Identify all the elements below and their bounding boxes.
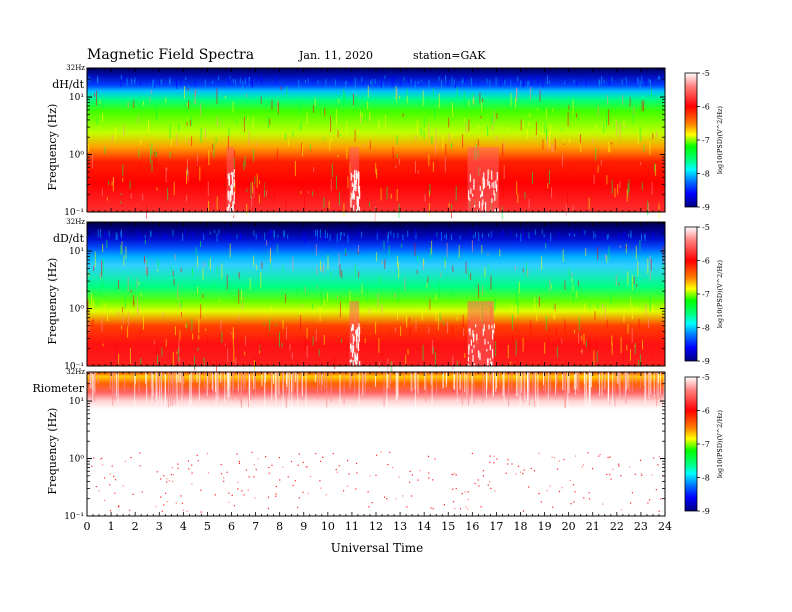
colorbar-tick-label: -7 — [702, 290, 710, 299]
y-tick-label: 10¹ — [69, 93, 84, 103]
y-tick-label: 10⁻¹ — [64, 512, 84, 522]
x-tick-label: 9 — [300, 520, 307, 533]
x-tick-label: 3 — [156, 520, 163, 533]
x-tick-label: 6 — [228, 520, 235, 533]
colorbar-tick-label: -7 — [702, 440, 710, 449]
x-tick-label: 17 — [489, 520, 503, 533]
spectrogram-texture-2 — [89, 372, 665, 513]
x-tick-label: 16 — [465, 520, 479, 533]
colorbar-tick-label: -6 — [702, 103, 710, 112]
panel-label: Riometer — [32, 382, 84, 395]
colorbar-tick-label: -9 — [702, 507, 710, 516]
y-tick-label: 10⁰ — [69, 455, 84, 465]
panel-1: 32Hz dD/dt 10¹ 10⁰ 10⁻¹ Frequency (Hz) -5 -6 -7 -… — [46, 218, 724, 376]
x-tick-label: 12 — [369, 520, 383, 533]
panel-top-freq-label: 32Hz — [66, 218, 85, 226]
y-tick-label: 10¹ — [69, 397, 84, 407]
x-tick-label: 13 — [393, 520, 407, 533]
spectrogram-panels: 32Hz dH/dt 10¹ 10⁰ 10⁻¹ Frequency (Hz) -5 -6 -7 -… — [32, 64, 724, 522]
colorbar-tick-label: -5 — [702, 223, 710, 232]
colorbar-tick-label: -9 — [702, 203, 710, 212]
colorbar-label: log10(PSD)(V^2/Hz) — [716, 105, 724, 174]
colorbar-1 — [684, 226, 698, 362]
x-tick-label: 18 — [514, 520, 528, 533]
panel-top-freq-label: 32Hz — [66, 64, 85, 72]
panel-label: dD/dt — [53, 232, 85, 245]
y-axis-label: Frequency (Hz) — [46, 104, 59, 191]
x-tick-label: 11 — [345, 520, 359, 533]
y-tick-label: 10¹ — [69, 247, 84, 257]
y-axis-label: Frequency (Hz) — [46, 408, 59, 495]
spectrogram-1 — [87, 222, 665, 366]
x-tick-label: 10 — [321, 520, 335, 533]
x-tick-label: 22 — [610, 520, 624, 533]
time-axis: 0 1 2 3 4 5 6 7 8 9 10 11 12 13 14 15 16 17 18 19 20 21 22 23 24 — [84, 520, 673, 533]
colorbar-tick-label: -5 — [702, 69, 710, 78]
x-tick-label: 1 — [108, 520, 115, 533]
x-tick-label: 4 — [180, 520, 187, 533]
spectrogram-0 — [87, 68, 665, 212]
x-tick-label: 7 — [252, 520, 259, 533]
colorbar-tick-label: -8 — [702, 324, 710, 333]
event-1-0 — [349, 301, 361, 375]
figure-title: Magnetic Field Spectra — [87, 47, 254, 63]
figure-date: Jan. 11, 2020 — [298, 49, 373, 62]
colorbar-tick-label: -5 — [702, 373, 710, 382]
x-tick-label: 20 — [562, 520, 576, 533]
y-tick-label: 10⁰ — [69, 305, 84, 315]
event-0-2 — [467, 147, 499, 220]
colorbar-tick-label: -8 — [702, 474, 710, 483]
y-tick-label: 10⁻¹ — [64, 362, 84, 372]
colorbar-tick-label: -6 — [702, 407, 710, 416]
colorbar-label: log10(PSD)(V^2/Hz) — [716, 409, 724, 478]
colorbar-tick-label: -9 — [702, 357, 710, 366]
panel-2: 32Hz Riometer 10¹ 10⁰ 10⁻¹ Frequency (Hz) -5 -6… — [32, 368, 724, 522]
colorbar-2 — [684, 376, 698, 512]
colorbar-label: log10(PSD)(V^2/Hz) — [716, 259, 724, 328]
x-tick-label: 2 — [132, 520, 139, 533]
x-tick-label: 8 — [276, 520, 283, 533]
y-tick-label: 10⁻¹ — [64, 208, 84, 218]
x-tick-label: 24 — [658, 520, 672, 533]
x-tick-label: 21 — [586, 520, 600, 533]
x-axis-label: Universal Time — [331, 541, 424, 555]
colorbar-tick-label: -8 — [702, 170, 710, 179]
x-tick-label: 23 — [634, 520, 648, 533]
panel-top-freq-label: 32Hz — [66, 368, 85, 376]
panel-label: dH/dt — [52, 78, 84, 91]
event-0-1 — [349, 147, 361, 216]
y-tick-label: 10⁰ — [69, 151, 84, 161]
figure-station: station=GAK — [413, 49, 486, 62]
y-axis-label: Frequency (Hz) — [46, 258, 59, 345]
x-tick-label: 14 — [417, 520, 431, 533]
x-tick-label: 19 — [538, 520, 552, 533]
colorbar-0 — [684, 72, 698, 208]
colorbar-tick-label: -7 — [702, 136, 710, 145]
panel-0: 32Hz dH/dt 10¹ 10⁰ 10⁻¹ Frequency (Hz) -5 -6 -7 -… — [46, 64, 724, 221]
x-tick-label: 5 — [204, 520, 211, 533]
x-tick-label: 0 — [84, 520, 91, 533]
x-tick-label: 15 — [441, 520, 455, 533]
event-0-0 — [226, 147, 235, 220]
colorbar-tick-label: -6 — [702, 257, 710, 266]
event-1-1 — [467, 301, 495, 372]
